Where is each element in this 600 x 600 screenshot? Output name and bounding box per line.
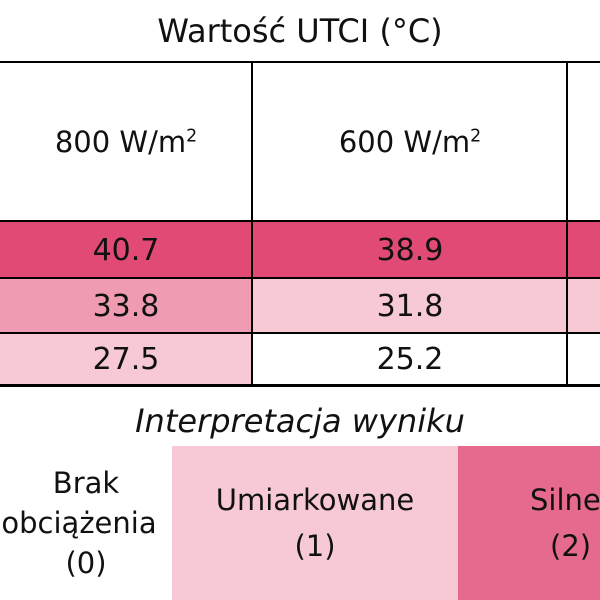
category-moderate: Umiarkowane (1) xyxy=(172,446,458,600)
grid-line xyxy=(0,384,600,387)
grid-line xyxy=(251,62,253,385)
table-cell-cut xyxy=(568,334,600,384)
category-no-load: Brak obciążenia (0) xyxy=(0,446,172,600)
table-cell-cut xyxy=(568,222,600,278)
grid-line xyxy=(0,61,600,63)
grid-line xyxy=(566,62,568,385)
interpretation-title: Interpretacja wyniku xyxy=(135,402,465,440)
table-title: Wartość UTCI (°C) xyxy=(157,12,443,50)
table-cell: 27.5 xyxy=(0,334,252,384)
table-cell-cut xyxy=(568,279,600,333)
column-header-600: 600 W/m2 xyxy=(338,125,482,159)
column-header-800: 800 W/m2 xyxy=(54,125,198,159)
table-cell: 31.8 xyxy=(253,279,567,333)
table-cell: 40.7 xyxy=(0,222,252,278)
grid-line xyxy=(0,277,600,279)
grid-line xyxy=(0,332,600,334)
column-header-cut xyxy=(568,63,600,221)
category-strong: Silne (2) xyxy=(458,446,600,600)
grid-line xyxy=(0,220,600,222)
table-cell: 25.2 xyxy=(253,334,567,384)
table-cell: 38.9 xyxy=(253,222,567,278)
table-cell: 33.8 xyxy=(0,279,252,333)
